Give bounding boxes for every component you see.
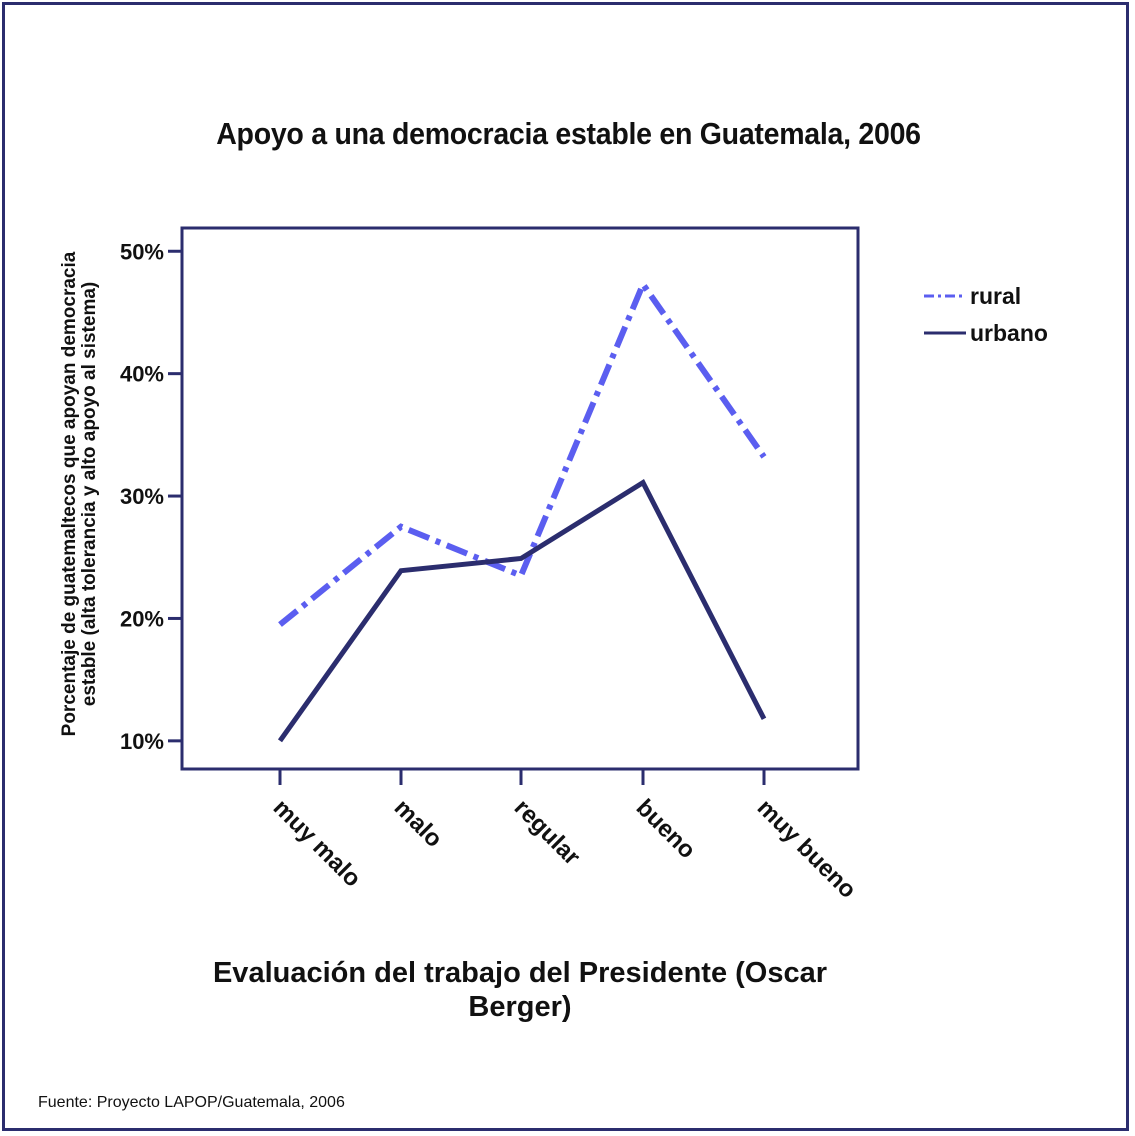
series-line-rural — [278, 278, 767, 627]
chart-title: Apoyo a una democracia estable en Guatem… — [216, 116, 921, 151]
y-axis: 10% 20% 30% 40% 50% — [120, 239, 182, 754]
legend-label-rural: rural — [970, 283, 1021, 309]
legend-label-urbano: urbano — [970, 320, 1048, 346]
x-tick-label: muy bueno — [752, 794, 862, 904]
series-line-urbano — [277, 479, 767, 743]
y-tick-label: 20% — [120, 606, 164, 631]
y-axis-label: Porcentaje de guatemaltecos que apoyan d… — [59, 251, 100, 737]
x-axis-label: Evaluación del trabajo del Presidente (O… — [212, 957, 828, 1023]
x-axis: muy malo malo regular bueno muy bueno — [268, 769, 862, 904]
y-tick-label: 30% — [120, 484, 164, 509]
y-tick-label: 50% — [120, 239, 164, 264]
y-tick-label: 10% — [120, 729, 164, 754]
x-tick-label: muy malo — [268, 794, 366, 892]
source-note: Fuente: Proyecto LAPOP/Guatemala, 2006 — [38, 1094, 345, 1111]
plot-area — [180, 226, 860, 771]
x-tick-label: regular — [509, 794, 586, 871]
legend: rural urbano — [924, 283, 1048, 346]
y-tick-label: 40% — [120, 362, 164, 387]
series-layer — [277, 278, 767, 743]
x-tick-label: bueno — [631, 794, 701, 864]
x-tick-label: malo — [389, 794, 448, 853]
